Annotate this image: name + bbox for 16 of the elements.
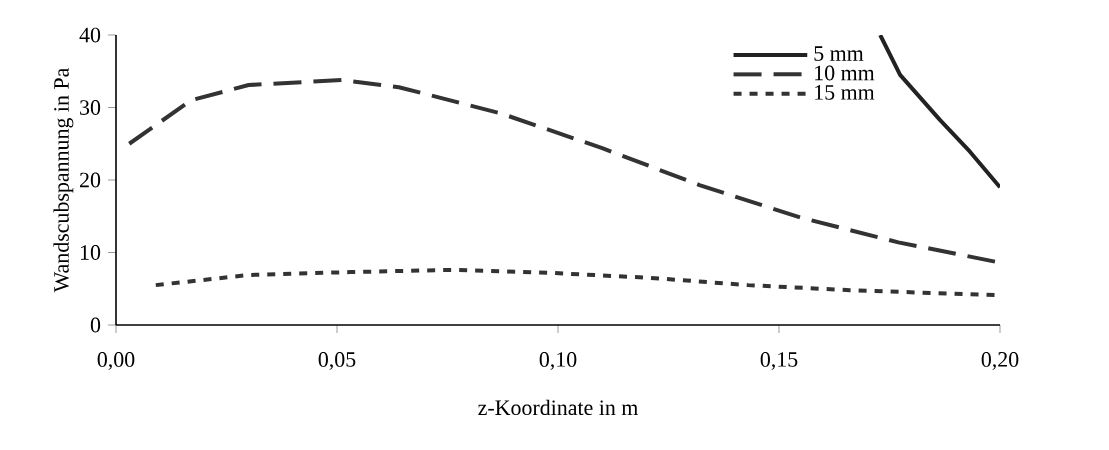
legend-label: 5 mm [814,46,864,61]
x-tick-label: 0,10 [539,352,577,370]
y-tick-label: 30 [80,100,101,115]
x-tick-label: 0,00 [97,352,135,370]
x-tick-label: 0,05 [318,352,356,370]
y-tick-label: 0 [90,317,101,333]
y-tick-label: 10 [80,245,101,260]
x-tick-label: 0,20 [981,352,1019,370]
y-tick-label: 20 [80,172,101,188]
x-tick-label: 0,15 [760,352,798,370]
y-axis-title: Wandscubspannung in Pa [53,67,74,293]
legend-label: 10 mm [815,65,875,81]
y-tick-label: 40 [79,27,101,43]
x-axis-title: z-Koordinate in m [478,399,638,416]
line-series [878,35,1001,190]
legend-label: 15 mm [815,85,875,100]
